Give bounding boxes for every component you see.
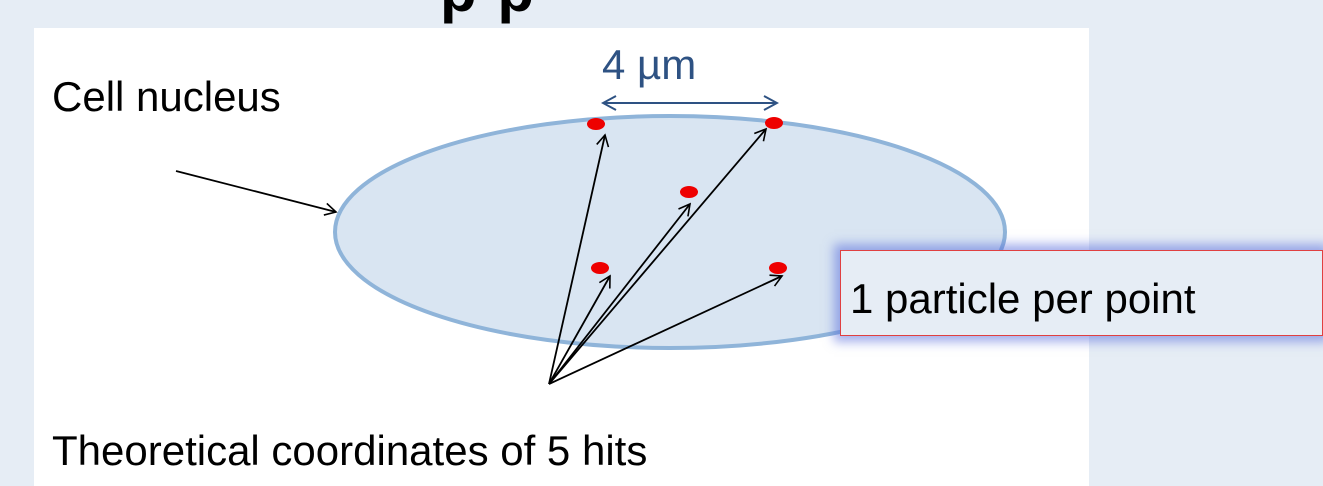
top-text-clip: p p	[0, 0, 1323, 28]
hit-arrow-1	[548, 133, 610, 385]
particle-callout-label: 1 particle per point	[850, 275, 1196, 322]
hit-arrows	[548, 127, 784, 385]
hit-arrow-2	[548, 127, 768, 385]
slide-title-fragment: p p	[440, 0, 536, 25]
hit-arrow-3	[548, 202, 692, 385]
hit-arrow-5	[548, 274, 784, 385]
hit-point-2	[765, 117, 783, 129]
nucleus-pointer-arrow	[175, 170, 338, 216]
particle-callout-box	[840, 250, 1323, 336]
scale-label: 4 µm	[602, 41, 697, 88]
hit-points	[587, 117, 787, 274]
cell-nucleus	[333, 114, 1007, 350]
hit-point-3	[680, 186, 698, 198]
cell-nucleus-label: Cell nucleus	[52, 73, 281, 120]
hits-label: Theoretical coordinates of 5 hits	[52, 427, 648, 474]
hit-arrow-4	[548, 274, 611, 385]
hit-point-5	[769, 262, 787, 274]
hit-point-4	[591, 262, 609, 274]
hit-point-1	[587, 118, 605, 130]
